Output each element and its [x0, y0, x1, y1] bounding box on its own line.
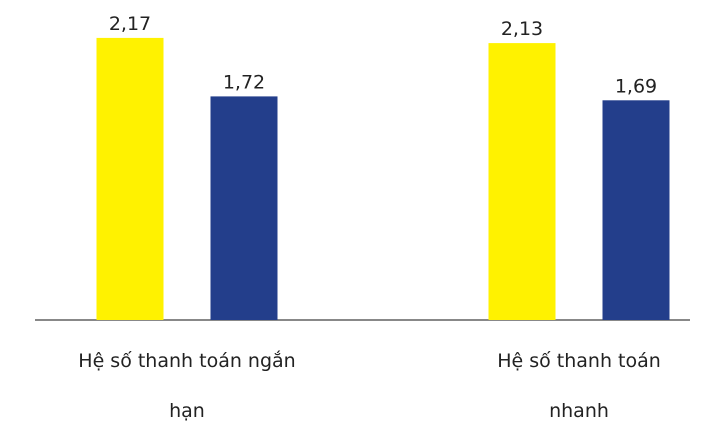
value-label: 1,69	[615, 75, 657, 97]
value-label: 1,72	[223, 71, 265, 93]
bar	[96, 37, 164, 321]
bar	[602, 100, 670, 320]
bar	[210, 96, 278, 321]
category-label: Hệ số thanh toán nhanh	[497, 350, 661, 421]
value-label: 2,17	[109, 13, 151, 35]
value-label: 2,13	[501, 18, 543, 40]
category-label: Hệ số thanh toán ngắn hạn	[78, 350, 296, 421]
bar	[488, 43, 556, 320]
